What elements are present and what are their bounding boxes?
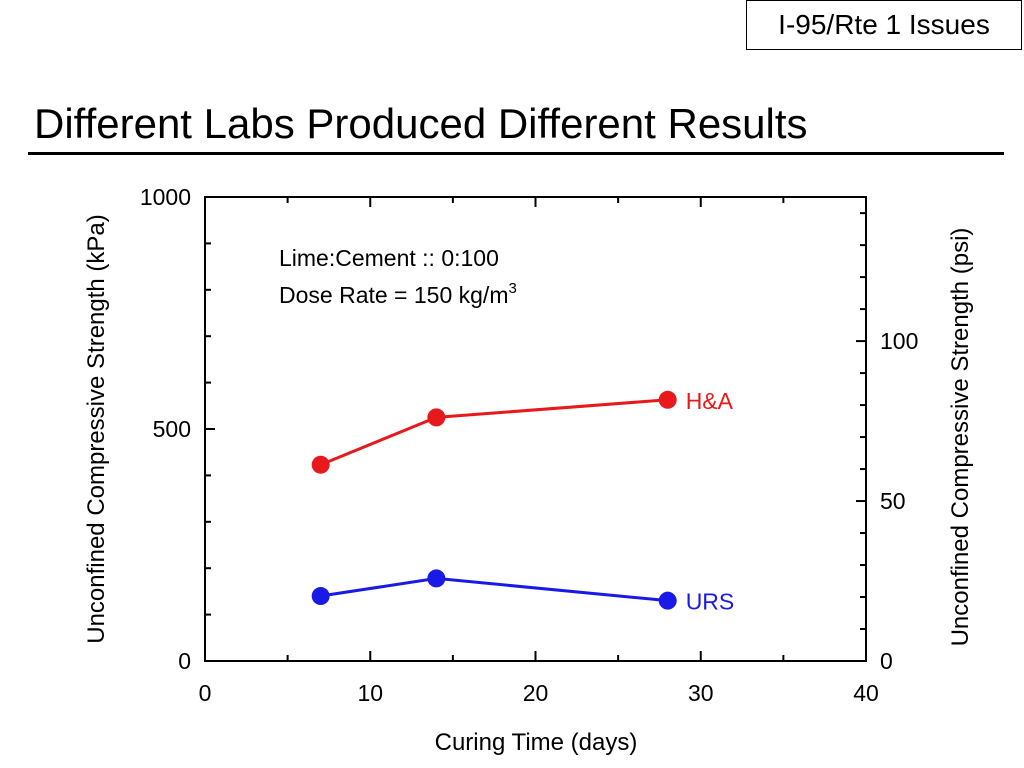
data-point-urs	[658, 591, 677, 610]
y2-tick-label: 100	[880, 328, 918, 354]
slide-title: Different Labs Produced Different Result…	[34, 100, 808, 147]
y-tick-label: 1000	[140, 184, 191, 210]
axis-ticks	[205, 197, 866, 661]
x-tick-label: 30	[688, 680, 714, 706]
data-point-urs	[427, 569, 446, 588]
series-lines	[320, 398, 668, 603]
data-point-urs	[311, 587, 330, 606]
data-point-h-a	[658, 390, 677, 409]
x-tick-label: 10	[357, 680, 383, 706]
data-point-h-a	[427, 408, 446, 427]
annotation-line-2: Dose Rate = 150 kg/m3	[279, 280, 517, 308]
y-tick-label: 500	[153, 416, 191, 442]
y-tick-label: 0	[178, 648, 191, 674]
y2-axis-label: Unconfined Compressive Strength (psi)	[947, 228, 974, 647]
y-axis-label: Unconfined Compressive Strength (kPa)	[83, 214, 110, 644]
y2-tick-label: 50	[880, 488, 906, 514]
series-label-urs: URS	[686, 589, 735, 615]
series-points	[311, 390, 677, 610]
annotation-line-1: Lime:Cement :: 0:100	[279, 245, 499, 271]
x-tick-label: 0	[199, 680, 212, 706]
series-label-h-a: H&A	[686, 388, 734, 414]
series-line-urs	[320, 576, 668, 603]
x-axis-label: Curing Time (days)	[435, 729, 638, 756]
section-tag: I-95/Rte 1 Issues	[746, 0, 1022, 50]
series-labels: H&A URS	[686, 388, 735, 615]
title-divider	[28, 152, 1004, 155]
y2-tick-label: 0	[880, 648, 893, 674]
data-point-h-a	[311, 455, 330, 474]
x-tick-label: 40	[853, 680, 879, 706]
series-line-h-a	[320, 398, 668, 467]
x-tick-label: 20	[523, 680, 549, 706]
